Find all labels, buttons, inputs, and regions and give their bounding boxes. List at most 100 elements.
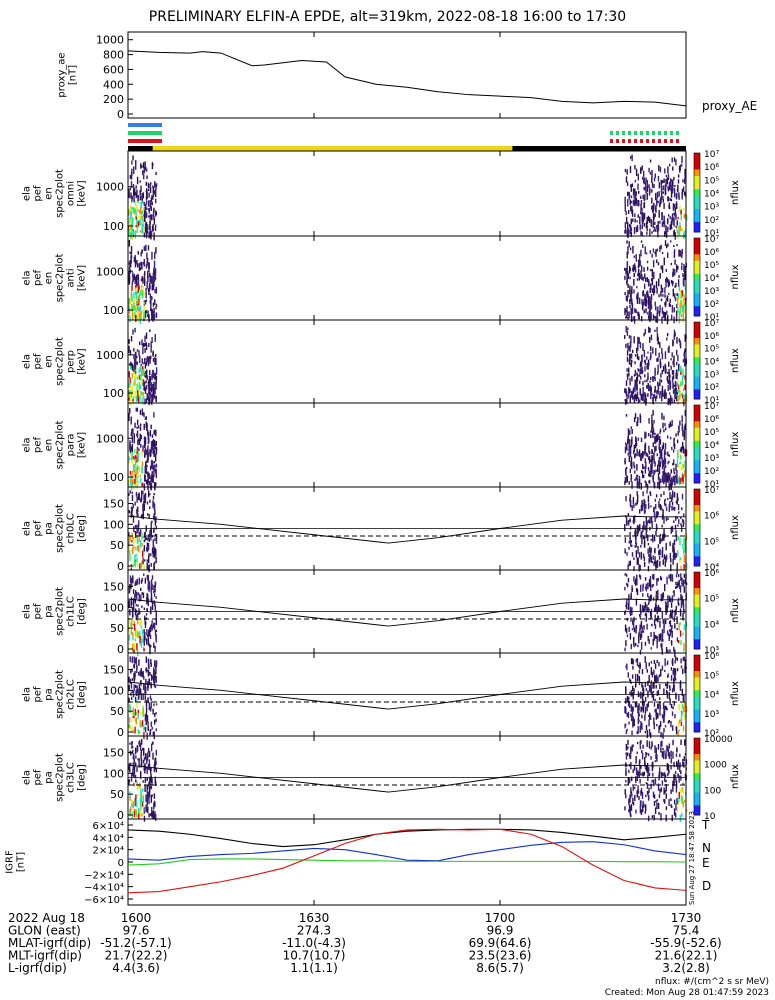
energy-panel-3-spec-pixel	[150, 386, 153, 393]
energy-panel-4-spec-pixel	[663, 474, 665, 479]
energy-panel-3-spec-pixel	[151, 395, 153, 398]
energy-panel-3-ylabel: ela	[22, 354, 33, 369]
pitch-panel-2-spec-pixel	[154, 581, 157, 586]
energy-panel-4-spec-pixel	[132, 461, 134, 465]
energy-panel-4-spec-pixel	[654, 436, 656, 444]
pitch-panel-3-spec-pixel	[147, 685, 149, 689]
pitch-panel-3-spec-pixel	[669, 685, 671, 689]
pitch-panel-3-spec-pixel	[644, 706, 647, 715]
pitch-panel-3-spec-pixel	[638, 703, 640, 711]
energy-panel-1-spec-pixel	[675, 225, 677, 228]
pitch-panel-4-spec-pixel	[131, 799, 133, 804]
energy-panel-3-spec-pixel	[151, 373, 153, 381]
pitch-panel-3-spec-pixel	[651, 671, 654, 678]
energy-panel-2-spec-pixel	[676, 293, 678, 297]
energy-panel-2-spec-pixel	[662, 311, 665, 318]
pitch-panel-4-spec-pixel	[647, 753, 650, 757]
pitch-panel-3-spec-pixel	[630, 716, 633, 722]
energy-panel-4-spec-pixel	[641, 451, 644, 459]
igrf-series-D	[127, 828, 687, 894]
pitch-panel-2-ytick-label: 150	[103, 581, 124, 594]
energy-panel-1-spec-pixel	[630, 184, 633, 192]
pitch-panel-4-spec-pixel	[681, 812, 683, 818]
energy-panel-2-spec-pixel	[646, 260, 649, 264]
energy-panel-3-spec-pixel	[136, 349, 139, 352]
energy-panel-2-spec-pixel	[647, 315, 650, 319]
energy-panel-2-spec-pixel	[627, 316, 629, 321]
pitch-panel-4-spec-pixel	[680, 775, 682, 781]
pitch-panel-3-spec-pixel	[668, 720, 670, 723]
energy-panel-3-spec-pixel	[654, 386, 656, 393]
energy-panel-1-spec-pixel	[142, 170, 144, 175]
energy-panel-2-spec-pixel	[676, 304, 678, 309]
pitch-panel-3-spec-pixel	[147, 662, 150, 669]
pitch-panel-3-spec-pixel	[656, 724, 658, 727]
energy-panel-3-spec-pixel	[656, 391, 658, 395]
pitch-panel-4-spec-pixel	[129, 768, 131, 773]
energy-panel-3-spec-pixel	[668, 399, 671, 404]
pitch-panel-4-spec-pixel	[643, 803, 645, 808]
pitch-panel-3-spec-pixel	[654, 698, 656, 702]
pitch-panel-4-spec-pixel	[671, 805, 673, 808]
pitch-panel-2-spec-pixel	[647, 635, 649, 642]
energy-panel-4-spec-pixel	[661, 462, 664, 470]
energy-panel-4-colorbar-label: 10⁶	[704, 415, 719, 425]
pitch-panel-2-spec-pixel	[640, 611, 642, 616]
pitch-panel-1-spec-pixel	[664, 556, 667, 560]
pitch-panel-1-spec-pixel	[637, 546, 639, 554]
energy-panel-4-spec-pixel	[136, 448, 138, 452]
energy-panel-3-spec-pixel	[137, 390, 139, 394]
energy-panel-1-spec-pixel	[640, 200, 643, 205]
energy-panel-2-spec-pixel	[141, 276, 143, 282]
pitch-panel-1-spec-pixel	[652, 507, 655, 513]
pitch-panel-4-colorbar-cell	[694, 750, 700, 755]
energy-panel-4-colorbar-cell	[694, 466, 700, 471]
energy-panel-1-spec-pixel	[648, 184, 650, 189]
pitch-panel-4-spec-pixel	[663, 799, 666, 804]
pitch-panel-3-spec-pixel	[683, 656, 686, 662]
pitch-panel-1-spec-pixel	[137, 523, 140, 532]
pitch-panel-1-spec-pixel	[150, 553, 152, 557]
energy-panel-3-spec-pixel	[138, 368, 140, 374]
energy-panel-2-spec-pixel	[633, 289, 635, 294]
energy-panel-4-spec-pixel	[672, 475, 675, 483]
pitch-panel-3-spec-pixel	[635, 658, 638, 663]
energy-panel-2-spec-pixel	[649, 316, 651, 322]
pitch-panel-2-spec-pixel	[624, 573, 626, 576]
energy-panel-4-spec-pixel	[652, 423, 654, 430]
energy-panel-1-spec-pixel	[654, 221, 656, 225]
energy-panel-4-spec-pixel	[140, 434, 142, 440]
energy-panel-2-spec-pixel	[654, 301, 656, 306]
energy-panel-4-spec-pixel	[131, 455, 134, 458]
energy-panel-3-spec-pixel	[668, 345, 670, 354]
energy-panel-4-spec-pixel	[663, 473, 666, 480]
pitch-panel-1-spec-pixel	[669, 541, 671, 547]
pitch-panel-4-spec-pixel	[672, 784, 674, 792]
energy-panel-4-spec-pixel	[141, 408, 144, 416]
pitch-panel-2-spec-pixel	[132, 589, 135, 595]
energy-panel-4-spec-pixel	[659, 430, 661, 434]
pitch-panel-2-spec-pixel	[648, 579, 651, 587]
energy-panel-3-spec-pixel	[143, 395, 145, 400]
pitch-panel-4-spec-pixel	[647, 774, 649, 782]
pitch-panel-3-spec-pixel	[131, 656, 134, 660]
pitch-panel-1-spec-pixel	[680, 523, 682, 526]
energy-panel-1-spec-pixel	[683, 230, 686, 239]
pitch-panel-1-spec-pixel	[147, 555, 150, 564]
energy-panel-3-spec-pixel	[640, 367, 642, 374]
energy-panel-2-spec-pixel	[155, 286, 158, 294]
pitch-panel-2-colorbar-label: 10⁴	[704, 620, 719, 630]
pitch-panel-4-spec-pixel	[659, 788, 661, 794]
pitch-panel-3-spec-pixel	[631, 730, 633, 736]
energy-panel-4-spec-pixel	[143, 451, 146, 458]
energy-panel-1-spec-pixel	[625, 216, 628, 224]
energy-panel-4-spec-pixel	[155, 440, 158, 446]
energy-panel-4-spec-pixel	[152, 461, 154, 470]
energy-panel-1-spec-pixel	[139, 215, 142, 219]
energy-panel-4-spec-pixel	[648, 473, 650, 477]
pitch-panel-3-colorbar-cell	[694, 658, 700, 662]
pitch-panel-1-colorbar-cell	[694, 495, 700, 500]
pitch-panel-3-spec-pixel	[654, 663, 657, 669]
pitch-panel-1-spec-pixel	[141, 542, 143, 547]
energy-panel-4-spec-pixel	[135, 459, 137, 466]
